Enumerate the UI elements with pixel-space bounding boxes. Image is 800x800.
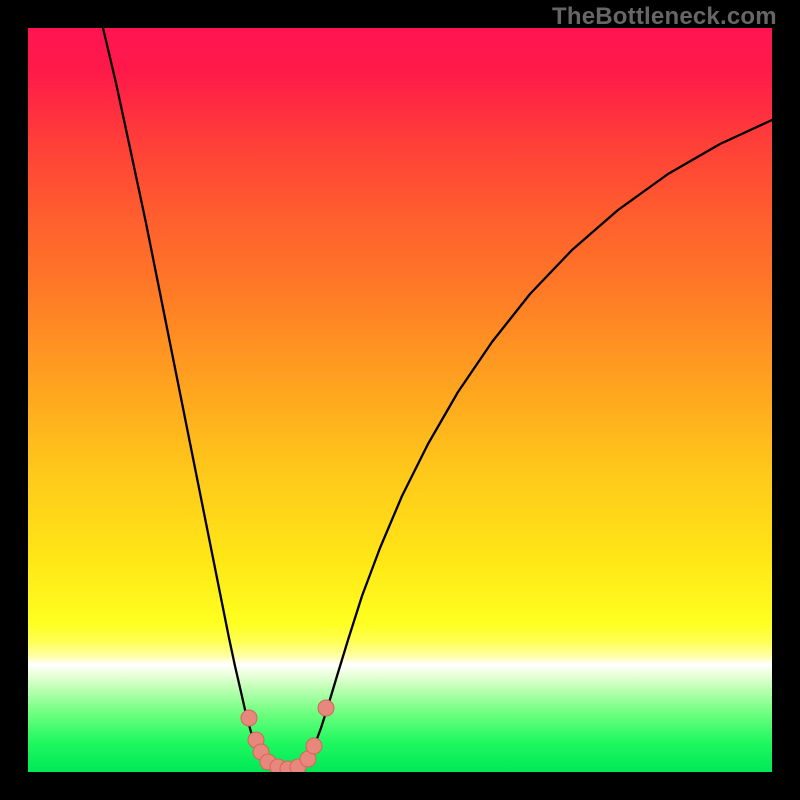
data-marker [318, 700, 334, 716]
plot-area [28, 28, 772, 772]
gradient-background [28, 28, 772, 772]
data-marker [306, 738, 322, 754]
data-marker [241, 710, 257, 726]
chart-svg [28, 28, 772, 772]
watermark-text: TheBottleneck.com [552, 3, 777, 31]
